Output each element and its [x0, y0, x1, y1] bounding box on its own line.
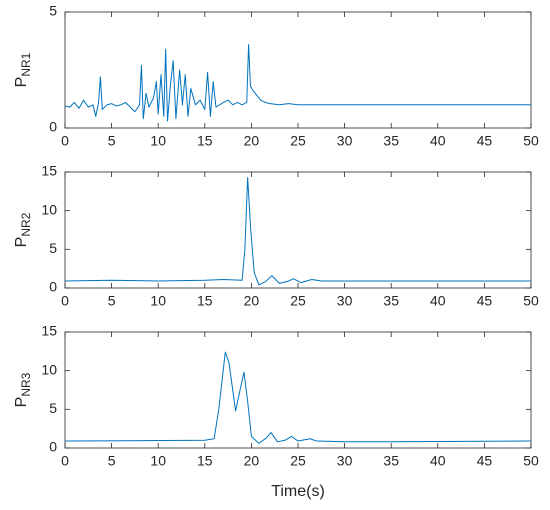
x-tick-label: 45 — [477, 453, 493, 469]
y-axis-label-sub: NR3 — [19, 372, 33, 396]
x-tick-label: 40 — [430, 453, 446, 469]
y-tick-label: 15 — [41, 323, 57, 339]
x-tick-label: 15 — [197, 453, 213, 469]
x-tick-label: 10 — [150, 293, 166, 309]
y-tick-label: 0 — [49, 119, 57, 135]
x-tick-label: 0 — [61, 293, 69, 309]
axes-frame — [64, 11, 532, 129]
x-tick-label: 25 — [290, 133, 306, 149]
x-tick-label: 40 — [430, 293, 446, 309]
x-tick-label: 50 — [523, 293, 539, 309]
y-tick-label: 0 — [49, 279, 57, 295]
data-line — [64, 176, 531, 286]
x-tick-label: 15 — [197, 133, 213, 149]
x-tick-label: 30 — [337, 293, 353, 309]
x-tick-label: 30 — [337, 133, 353, 149]
y-axis-label-sub: NR1 — [19, 52, 33, 76]
y-tick-label: 5 — [49, 3, 57, 19]
y-tick-label: 15 — [41, 163, 57, 179]
x-tick-label: 30 — [337, 453, 353, 469]
x-tick-label: 35 — [383, 453, 399, 469]
y-axis-label-sub: NR2 — [19, 212, 33, 236]
y-tick-label: 5 — [49, 400, 57, 416]
axes-frame — [64, 331, 532, 449]
data-line — [64, 351, 532, 444]
x-tick-label: 5 — [108, 453, 116, 469]
x-tick-label: 10 — [150, 133, 166, 149]
y-axis-label-main: P — [13, 237, 30, 248]
x-tick-label: 25 — [290, 453, 306, 469]
x-tick-label: 5 — [108, 133, 116, 149]
y-axis-label: PNR2 — [13, 212, 33, 247]
x-tick-label: 10 — [150, 453, 166, 469]
axes-frame — [64, 171, 532, 289]
x-axis-label: Time(s) — [271, 483, 325, 500]
y-axis-label-main: P — [13, 77, 30, 88]
y-axis-label-main: P — [13, 397, 30, 408]
y-tick-label: 0 — [49, 439, 57, 455]
y-axis-label: PNR3 — [13, 372, 33, 407]
x-tick-label: 50 — [523, 453, 539, 469]
x-tick-label: 0 — [61, 453, 69, 469]
x-tick-label: 20 — [244, 453, 260, 469]
x-tick-label: 5 — [108, 293, 116, 309]
y-axis-label: PNR1 — [13, 52, 33, 87]
data-line — [64, 43, 531, 122]
x-tick-label: 35 — [383, 133, 399, 149]
x-tick-label: 0 — [61, 133, 69, 149]
x-tick-label: 45 — [477, 133, 493, 149]
x-tick-label: 20 — [244, 133, 260, 149]
y-tick-label: 10 — [41, 201, 57, 217]
x-tick-label: 50 — [523, 133, 539, 149]
y-tick-label: 5 — [49, 240, 57, 256]
x-tick-label: 40 — [430, 133, 446, 149]
x-tick-label: 25 — [290, 293, 306, 309]
x-tick-label: 45 — [477, 293, 493, 309]
x-tick-label: 15 — [197, 293, 213, 309]
x-tick-label: 35 — [383, 293, 399, 309]
x-tick-label: 20 — [244, 293, 260, 309]
y-tick-label: 10 — [41, 361, 57, 377]
